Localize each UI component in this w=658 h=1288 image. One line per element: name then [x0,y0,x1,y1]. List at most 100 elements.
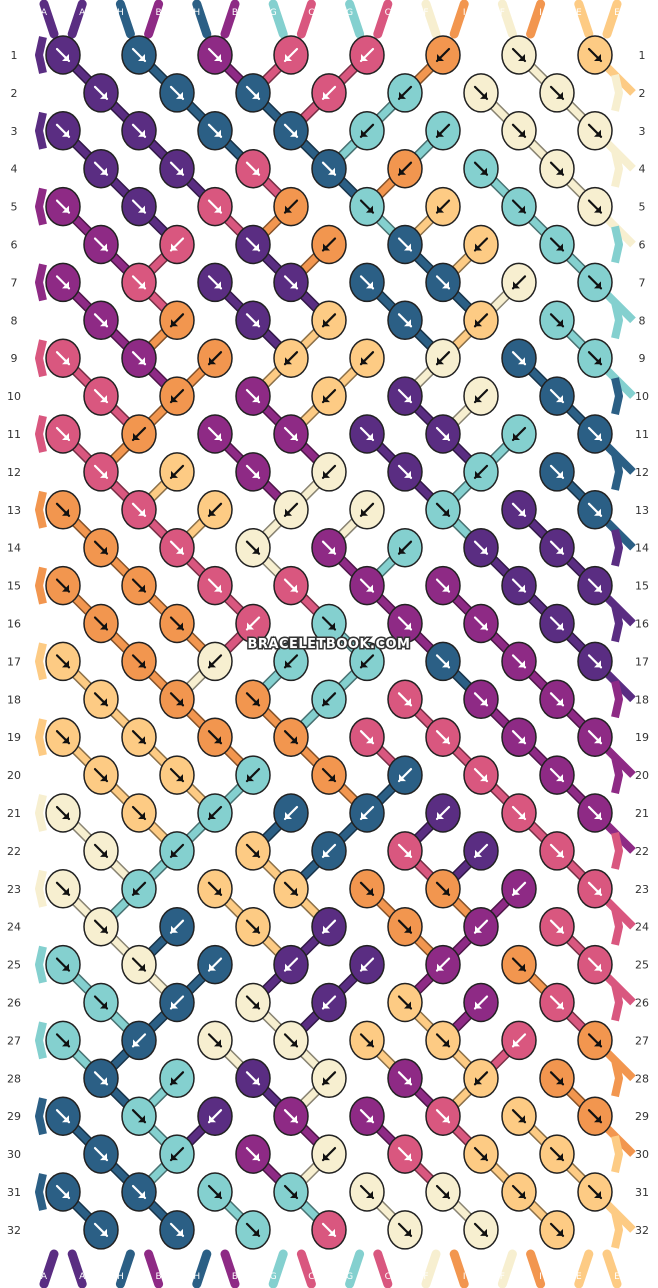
knot[interactable] [387,679,423,720]
knot[interactable] [121,717,157,757]
knot[interactable] [539,906,575,947]
knot[interactable] [577,490,613,530]
knot[interactable] [235,73,271,113]
knot[interactable] [45,35,81,75]
knot[interactable] [577,111,613,151]
knot[interactable] [463,831,499,871]
knot[interactable] [83,73,119,113]
knot[interactable] [501,111,537,151]
knot[interactable] [159,300,195,341]
knot[interactable] [235,906,271,947]
knot[interactable] [349,565,385,606]
knot[interactable] [45,1096,81,1136]
knot[interactable] [83,679,119,720]
knot[interactable] [463,73,499,113]
knot[interactable] [273,869,309,909]
knot[interactable] [539,1058,575,1099]
knot[interactable] [197,490,233,530]
knot[interactable] [121,186,157,227]
knot[interactable] [273,717,309,757]
knot[interactable] [425,1020,461,1061]
knot[interactable] [577,641,613,682]
knot[interactable] [577,186,613,227]
knot[interactable] [577,869,613,909]
knot[interactable] [273,944,309,985]
knot[interactable] [425,35,461,75]
knot[interactable] [311,982,347,1023]
knot[interactable] [425,641,461,682]
knot[interactable] [539,831,575,871]
knot[interactable] [121,565,157,606]
knot[interactable] [121,490,157,530]
knot[interactable] [311,224,347,265]
knot[interactable] [577,1096,613,1136]
knot[interactable] [577,338,613,378]
knot[interactable] [121,1096,157,1136]
knot[interactable] [387,603,423,644]
knot[interactable] [311,148,347,189]
knot[interactable] [197,869,233,909]
knot[interactable] [349,186,385,227]
knot[interactable] [159,376,195,416]
knot[interactable] [349,869,385,909]
knot[interactable] [83,1210,119,1250]
knot[interactable] [501,1096,537,1136]
knot[interactable] [463,906,499,947]
knot[interactable] [273,641,309,682]
knot[interactable] [349,414,385,454]
knot[interactable] [121,414,157,454]
knot[interactable] [273,35,309,75]
knot[interactable] [501,944,537,985]
knot[interactable] [425,717,461,757]
knot[interactable] [577,262,613,303]
knot[interactable] [539,376,575,416]
knot[interactable] [349,1020,385,1061]
knot[interactable] [501,338,537,378]
knot[interactable] [197,262,233,303]
knot[interactable] [577,414,613,454]
knot[interactable] [273,262,309,303]
knot[interactable] [45,944,81,985]
knot[interactable] [501,414,537,454]
knot[interactable] [235,1134,271,1174]
knot[interactable] [83,603,119,644]
knot[interactable] [463,1134,499,1174]
knot[interactable] [235,755,271,795]
knot[interactable] [197,1172,233,1212]
knot[interactable] [539,527,575,568]
knot[interactable] [159,906,195,947]
knot[interactable] [539,1134,575,1174]
knot[interactable] [159,224,195,265]
knot[interactable] [197,944,233,985]
knot[interactable] [159,982,195,1023]
knot[interactable] [387,906,423,947]
knot[interactable] [349,35,385,75]
knot[interactable] [501,717,537,757]
knot[interactable] [159,527,195,568]
knot[interactable] [425,338,461,378]
knot[interactable] [349,490,385,530]
knot[interactable] [45,111,81,151]
knot[interactable] [311,527,347,568]
knot[interactable] [273,490,309,530]
knot[interactable] [577,793,613,833]
knot[interactable] [539,755,575,795]
knot[interactable] [539,300,575,341]
knot[interactable] [539,1210,575,1250]
knot[interactable] [539,224,575,265]
knot[interactable] [539,148,575,189]
knot[interactable] [463,376,499,416]
knot[interactable] [197,1020,233,1061]
knot[interactable] [197,641,233,682]
knot[interactable] [45,186,81,227]
knot[interactable] [121,35,157,75]
knot[interactable] [463,1210,499,1250]
knot[interactable] [425,262,461,303]
knot[interactable] [159,755,195,795]
knot[interactable] [387,73,423,113]
knot[interactable] [83,376,119,416]
knot[interactable] [273,1172,309,1212]
knot[interactable] [425,111,461,151]
knot[interactable] [463,982,499,1023]
knot[interactable] [311,755,347,795]
